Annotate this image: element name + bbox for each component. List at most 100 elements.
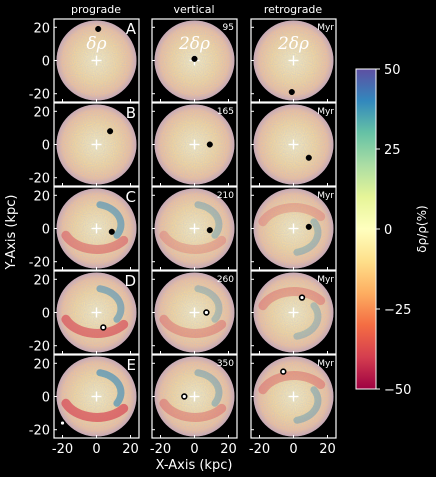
satellite-marker [108,228,115,235]
panel-r3-c1: C 20 0 -20 [29,186,140,271]
colorbar-tick-0: 0 [384,223,392,238]
overdensity-arm [194,369,223,407]
panel-r4-c1: D 20 0 -20 [29,270,140,355]
row-letter: B [126,104,136,122]
overdensity-arm [194,201,223,239]
time-label: 210 [217,191,234,201]
column-title-vertical: vertical [173,3,214,16]
time-label: 95 [223,23,234,33]
y-tick-label: -20 [29,340,50,355]
y-tick-label: 0 [42,139,50,154]
column-title-prograde: prograde [71,3,121,16]
y-tick-label: 0 [42,307,50,322]
underdensity-arm [258,203,326,227]
underdensity-arm [159,230,227,254]
colorbar-gradient [355,68,377,390]
satellite-marker [181,393,188,400]
overdensity-arm [96,285,125,323]
x-tick-label: 20 [122,442,139,457]
x-tick-label: -20 [249,442,270,457]
y-axis-label: Y-Axis (kpc) [4,195,19,271]
panel-r5-c1: E 20 0 -20-20 0 20 [29,354,140,457]
overdensity-arm [293,386,322,424]
satellite-marker [206,141,213,148]
panel-r2-c1: B 20 0 -20 [29,102,140,187]
y-tick-label: 0 [42,223,50,238]
panel-r2-c3: Myr [250,102,337,187]
underdensity-arm [258,371,326,395]
x-tick-label: -20 [150,442,171,457]
y-tick-label: -20 [29,256,50,271]
overdensity-arm [96,201,125,239]
panel-r1-c3: Myr 2δρ [250,18,337,103]
time-unit-label: Myr [317,275,334,285]
y-tick-label: -20 [29,88,50,103]
underdensity-arm [258,287,326,311]
underdensity-arm [61,314,129,338]
y-tick-label: -20 [29,424,50,439]
y-tick-label: 20 [33,273,50,288]
underdensity-arm [61,398,129,422]
overdensity-arm [194,285,223,323]
satellite-marker [280,368,287,375]
underdensity-arm [159,314,227,338]
column-symbol-label: δρ [86,34,106,54]
x-tick-label: 0 [289,442,297,457]
satellite-marker [288,88,295,96]
time-label: 350 [217,359,234,369]
x-axis-label: X-Axis (kpc) [156,458,233,473]
colorbar: 50 25 0 −25 −50 δρ/ρ(%) [355,63,429,398]
panel-r4-c2: 260 [151,270,238,355]
y-tick-label: 20 [33,357,50,372]
panel-r3-c3: Myr [250,186,337,271]
time-label: 165 [217,107,234,117]
colorbar-label: δρ/ρ(%) [415,205,429,252]
y-tick-label: 20 [33,21,50,36]
colorbar-tick-neg50: −50 [384,383,411,398]
column-title-retrograde: retrograde [264,3,323,16]
colorbar-tick-neg25: −25 [384,303,411,318]
satellite-marker [100,324,107,331]
satellite-marker [107,128,114,135]
satellite-marker [95,25,102,33]
column-symbol-label: 2δρ [178,34,210,54]
panel-r1-c2: 95 2δρ [151,18,238,103]
satellite-marker [305,154,312,161]
y-tick-label: 0 [42,391,50,406]
underdensity-arm [159,398,227,422]
panel-r5-c3: Myr -20 0 20 [249,354,337,457]
panel-r2-c2: 165 [151,102,238,187]
x-tick-label: 20 [319,442,336,457]
x-tick-label: 0 [190,442,198,457]
time-label: 260 [217,275,234,285]
time-unit-label: Myr [317,191,334,201]
y-tick-label: 20 [33,189,50,204]
satellite-marker [206,227,213,234]
satellite-marker [305,223,312,230]
y-tick-label: 20 [33,105,50,120]
panel-r4-c3: Myr [250,270,337,355]
row-letter: E [127,356,136,374]
colorbar-tick-25: 25 [384,143,401,158]
time-unit-label: Myr [317,359,334,369]
panel-r5-c2: 350 -20 0 20 [150,354,238,457]
overdensity-arm [293,218,322,256]
x-tick-label: 0 [92,442,100,457]
overdensity-arm [293,302,322,340]
row-letter: C [126,188,136,206]
panel-grid: Aδρ 20 0 -20 95 2δρ Myr 2δρ B 20 0 -20 165 Myr C 20 0 -20… [29,18,337,457]
panel-r3-c2: 210 [151,186,238,271]
time-unit-label: Myr [317,23,334,33]
column-symbol-label: 2δρ [277,34,309,54]
satellite-marker [203,309,210,316]
y-tick-label: -20 [29,172,50,187]
satellite-marker [191,55,198,62]
satellite-marker [59,419,66,427]
x-tick-label: -20 [52,442,73,457]
panel-r1-c1: Aδρ 20 0 -20 [29,18,140,103]
y-tick-label: 0 [42,55,50,70]
colorbar-tick-50: 50 [384,63,401,78]
row-letter: A [126,20,137,38]
row-letter: D [124,272,136,290]
